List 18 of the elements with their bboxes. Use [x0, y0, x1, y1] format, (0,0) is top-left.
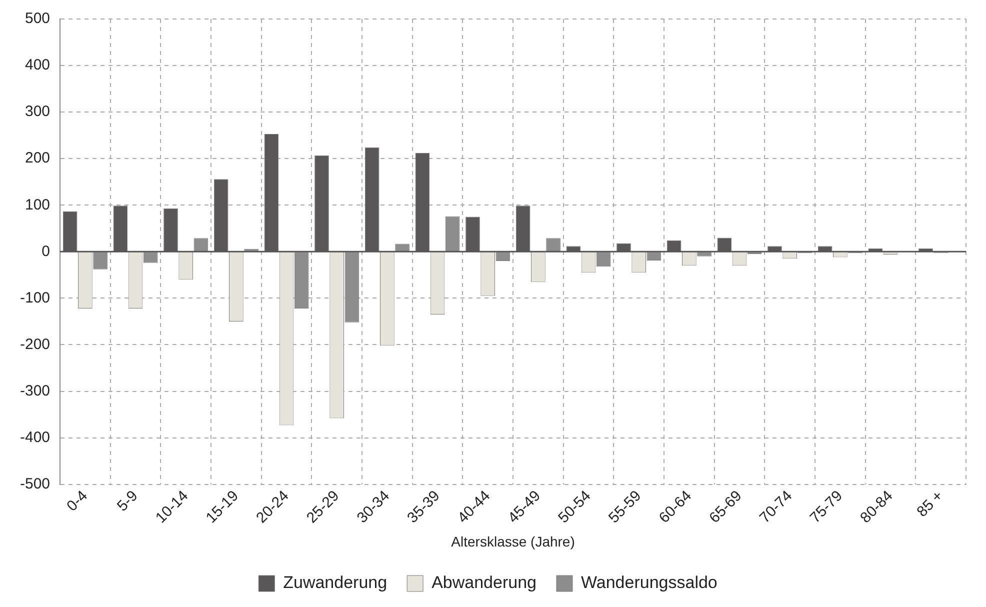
y-tick-label: 500 [24, 10, 50, 28]
x-tick-label: 0-4 [64, 487, 91, 515]
y-tick-label: -300 [20, 382, 50, 400]
y-tick-label: 100 [24, 196, 50, 214]
legend-label: Abwanderung [432, 573, 536, 592]
x-axis-title: Altersklasse (Jahre) [451, 533, 575, 550]
y-tick-label: 0 [42, 242, 50, 260]
y-tick-label: 300 [24, 103, 50, 120]
y-tick-label: -400 [20, 428, 50, 446]
legend-label: Zuwanderung [283, 573, 388, 592]
y-tick-label: -200 [20, 336, 50, 353]
y-tick-label: 400 [24, 56, 50, 74]
legend-label: Wanderungssaldo [580, 573, 718, 592]
y-tick-label: 200 [24, 150, 50, 167]
x-tick-label: 85 + [914, 487, 947, 520]
y-tick-label: -500 [20, 475, 50, 492]
y-tick-label: -100 [20, 289, 50, 306]
x-tick-label: 5-9 [114, 487, 142, 515]
